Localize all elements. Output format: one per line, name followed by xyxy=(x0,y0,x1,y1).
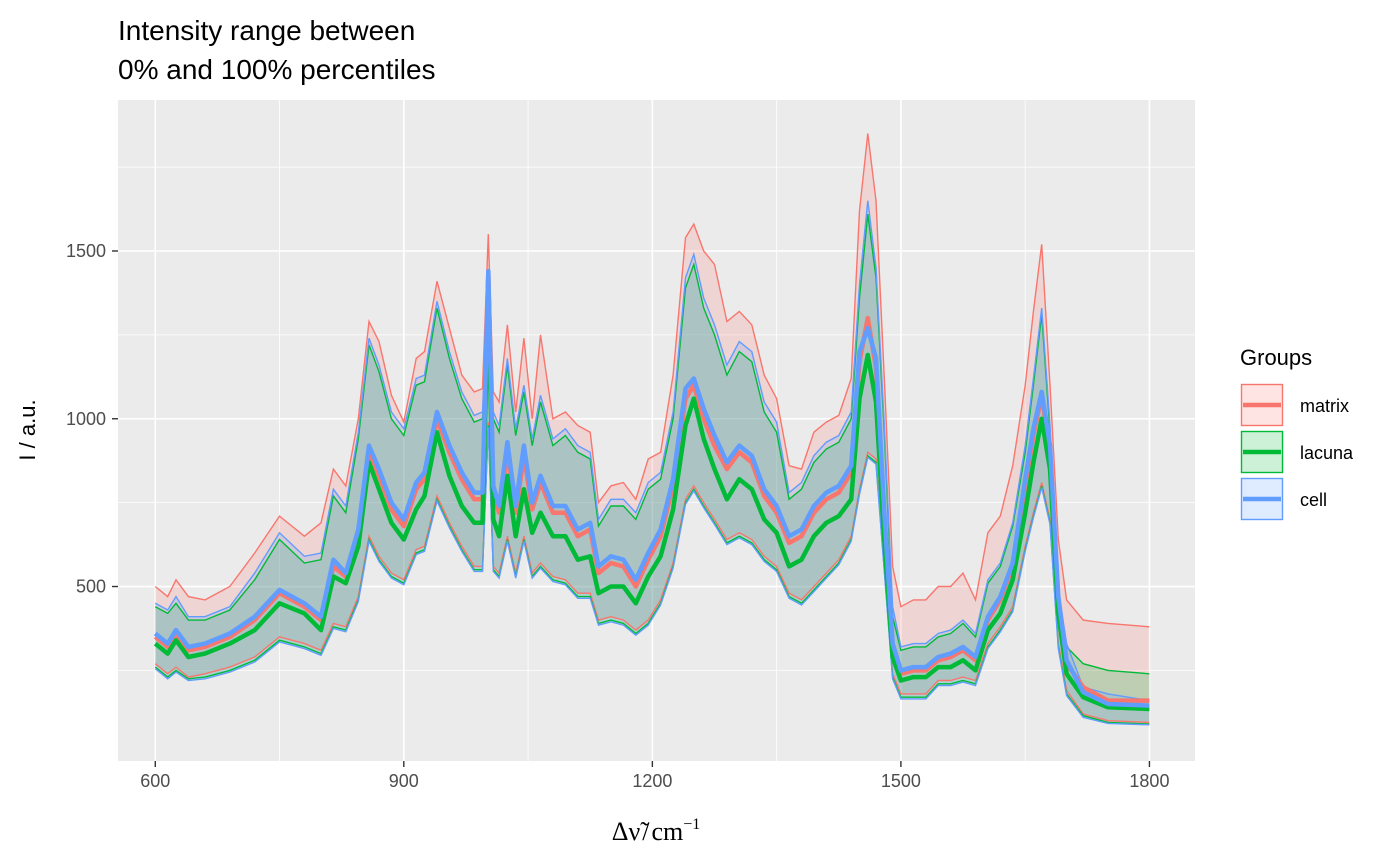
ribbon-upper-cell xyxy=(154,200,1150,702)
median-line-cell xyxy=(153,268,1150,708)
ribbon-lower-lacuna xyxy=(154,425,1150,725)
ribbon-matrix xyxy=(155,133,1150,723)
ribbon-lower-matrix xyxy=(154,422,1150,724)
ribbon-upper-matrix xyxy=(154,133,1150,628)
x-axis-label: Δν̃/cm−1 xyxy=(612,816,701,846)
x-tick-label: 900 xyxy=(389,771,419,791)
x-tick-label: 1500 xyxy=(881,771,921,791)
x-tick-label: 1800 xyxy=(1129,771,1169,791)
chart-title-line-1: Intensity range between xyxy=(118,15,415,46)
ribbon-upper-lacuna xyxy=(154,214,1150,675)
median-line-lacuna xyxy=(153,289,1150,712)
ribbon-lacuna xyxy=(155,214,1150,725)
y-tick-label: 1500 xyxy=(66,241,106,261)
legend-label-matrix: matrix xyxy=(1300,396,1349,416)
grid-major xyxy=(118,100,1195,761)
y-axis: 500 1000 1500 xyxy=(66,241,118,597)
median-lines xyxy=(153,268,1150,712)
ribbon-lower-cell xyxy=(154,427,1150,726)
x-tick-label: 1200 xyxy=(632,771,672,791)
y-tick-label: 500 xyxy=(76,577,106,597)
legend-title: Groups xyxy=(1240,345,1312,370)
median-line-matrix xyxy=(153,272,1150,703)
ribbon-edges xyxy=(154,133,1150,726)
legend-label-cell: cell xyxy=(1300,490,1327,510)
x-tick-label: 600 xyxy=(140,771,170,791)
x-axis: 600 900 1200 1500 1800 xyxy=(140,761,1169,791)
y-axis-label: I / a.u. xyxy=(15,399,40,460)
y-tick-label: 1000 xyxy=(66,409,106,429)
legend: Groups matrix lacuna cell xyxy=(1240,345,1354,521)
chart-title-line-2: 0% and 100% percentiles xyxy=(118,54,436,85)
plot-panel xyxy=(118,100,1195,761)
legend-label-lacuna: lacuna xyxy=(1300,443,1354,463)
